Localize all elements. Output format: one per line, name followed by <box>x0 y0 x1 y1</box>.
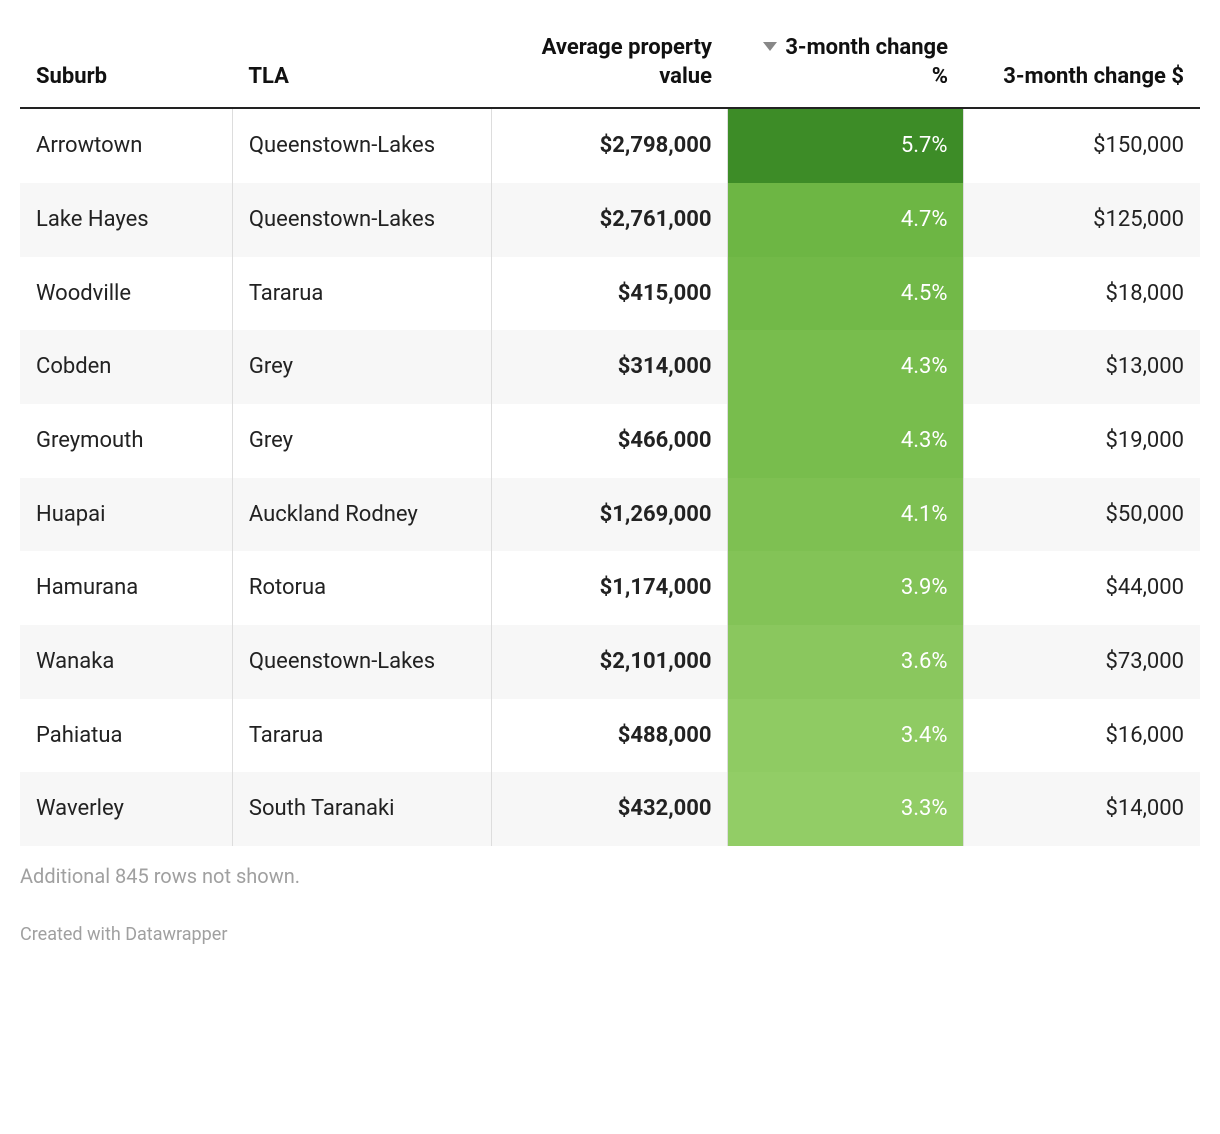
cell-change_usd: $50,000 <box>964 478 1200 552</box>
cell-change_pct: 3.6% <box>728 625 964 699</box>
cell-tla: Grey <box>232 404 492 478</box>
cell-suburb: Cobden <box>20 330 232 404</box>
cell-tla: Queenstown-Lakes <box>232 108 492 183</box>
sort-desc-icon <box>763 42 777 51</box>
cell-suburb: Huapai <box>20 478 232 552</box>
cell-avg_value: $2,798,000 <box>492 108 728 183</box>
cell-tla: Auckland Rodney <box>232 478 492 552</box>
cell-change_pct: 3.4% <box>728 699 964 773</box>
cell-tla: Tararua <box>232 257 492 331</box>
table-row: HuapaiAuckland Rodney$1,269,0004.1%$50,0… <box>20 478 1200 552</box>
cell-avg_value: $1,269,000 <box>492 478 728 552</box>
cell-suburb: Woodville <box>20 257 232 331</box>
cell-change_pct: 4.7% <box>728 183 964 257</box>
table-row: WaverleySouth Taranaki$432,0003.3%$14,00… <box>20 772 1200 846</box>
cell-tla: Grey <box>232 330 492 404</box>
cell-change_pct: 4.3% <box>728 330 964 404</box>
column-header-tla[interactable]: TLA <box>232 20 492 108</box>
cell-tla: Queenstown-Lakes <box>232 183 492 257</box>
property-table-container: Suburb TLA Average property value 3-month c… <box>20 20 1200 945</box>
table-header: Suburb TLA Average property value 3-month c… <box>20 20 1200 108</box>
table-row: PahiatuaTararua$488,0003.4%$16,000 <box>20 699 1200 773</box>
credit-text: Created with Datawrapper <box>20 924 1200 945</box>
cell-tla: Tararua <box>232 699 492 773</box>
cell-avg_value: $488,000 <box>492 699 728 773</box>
cell-change_usd: $44,000 <box>964 551 1200 625</box>
cell-change_usd: $19,000 <box>964 404 1200 478</box>
cell-change_usd: $18,000 <box>964 257 1200 331</box>
cell-suburb: Greymouth <box>20 404 232 478</box>
cell-change_usd: $14,000 <box>964 772 1200 846</box>
cell-tla: South Taranaki <box>232 772 492 846</box>
cell-change_pct: 4.3% <box>728 404 964 478</box>
table-row: GreymouthGrey$466,0004.3%$19,000 <box>20 404 1200 478</box>
table-body: ArrowtownQueenstown-Lakes$2,798,0005.7%$… <box>20 108 1200 846</box>
table-row: HamuranaRotorua$1,174,0003.9%$44,000 <box>20 551 1200 625</box>
hidden-rows-note: Additional 845 rows not shown. <box>20 864 1200 888</box>
cell-change_usd: $150,000 <box>964 108 1200 183</box>
table-row: Lake HayesQueenstown-Lakes$2,761,0004.7%… <box>20 183 1200 257</box>
column-header-suburb[interactable]: Suburb <box>20 20 232 108</box>
column-header-label: Suburb <box>36 64 107 89</box>
column-header-change_usd[interactable]: 3-month change $ <box>964 20 1200 108</box>
cell-change_pct: 4.1% <box>728 478 964 552</box>
column-header-avg_value[interactable]: Average property value <box>492 20 728 108</box>
column-header-label: 3-month change % <box>785 35 948 89</box>
cell-change_pct: 5.7% <box>728 108 964 183</box>
cell-avg_value: $1,174,000 <box>492 551 728 625</box>
cell-change_pct: 3.9% <box>728 551 964 625</box>
cell-suburb: Pahiatua <box>20 699 232 773</box>
cell-avg_value: $415,000 <box>492 257 728 331</box>
cell-change_usd: $73,000 <box>964 625 1200 699</box>
table-row: WoodvilleTararua$415,0004.5%$18,000 <box>20 257 1200 331</box>
cell-change_pct: 4.5% <box>728 257 964 331</box>
cell-suburb: Lake Hayes <box>20 183 232 257</box>
column-header-label: 3-month change $ <box>1003 64 1184 89</box>
cell-change_usd: $16,000 <box>964 699 1200 773</box>
cell-tla: Rotorua <box>232 551 492 625</box>
table-row: CobdenGrey$314,0004.3%$13,000 <box>20 330 1200 404</box>
column-header-label: Average property value <box>542 35 712 89</box>
cell-change_usd: $13,000 <box>964 330 1200 404</box>
cell-avg_value: $2,761,000 <box>492 183 728 257</box>
cell-avg_value: $466,000 <box>492 404 728 478</box>
cell-suburb: Waverley <box>20 772 232 846</box>
cell-change_pct: 3.3% <box>728 772 964 846</box>
cell-suburb: Hamurana <box>20 551 232 625</box>
table-row: WanakaQueenstown-Lakes$2,101,0003.6%$73,… <box>20 625 1200 699</box>
column-header-label: TLA <box>248 64 289 89</box>
cell-suburb: Arrowtown <box>20 108 232 183</box>
cell-change_usd: $125,000 <box>964 183 1200 257</box>
cell-suburb: Wanaka <box>20 625 232 699</box>
property-table: Suburb TLA Average property value 3-month c… <box>20 20 1200 846</box>
cell-tla: Queenstown-Lakes <box>232 625 492 699</box>
column-header-change_pct[interactable]: 3-month change % <box>728 20 964 108</box>
table-row: ArrowtownQueenstown-Lakes$2,798,0005.7%$… <box>20 108 1200 183</box>
cell-avg_value: $432,000 <box>492 772 728 846</box>
cell-avg_value: $314,000 <box>492 330 728 404</box>
cell-avg_value: $2,101,000 <box>492 625 728 699</box>
